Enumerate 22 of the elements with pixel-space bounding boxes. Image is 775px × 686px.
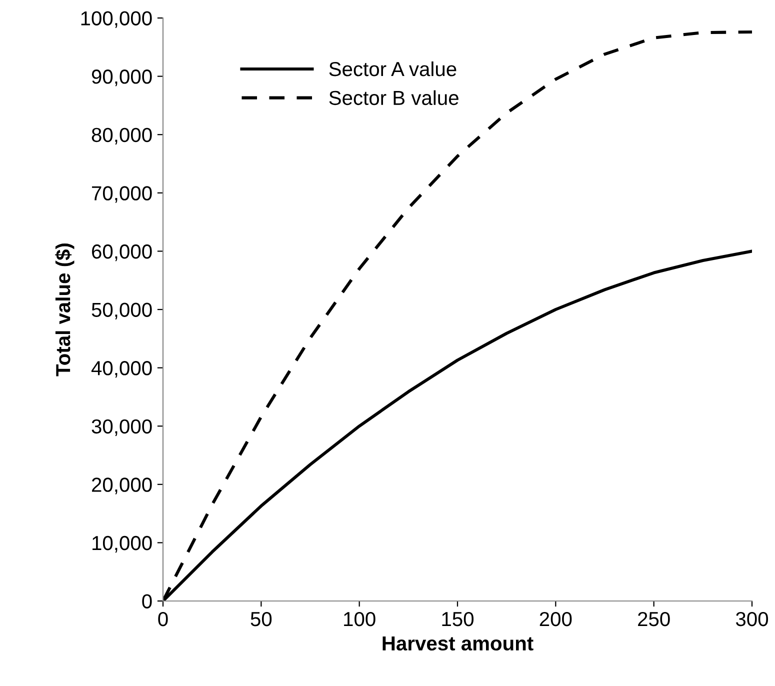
y-tick-label: 40,000 <box>91 361 152 378</box>
x-tick-label: 300 <box>736 612 768 626</box>
x-tick-label: 200 <box>540 612 572 626</box>
x-tick-label: 250 <box>638 612 670 626</box>
y-tick-label: 20,000 <box>92 478 152 494</box>
x-tick-label: 100 <box>344 612 376 626</box>
y-tick-label: 70,000 <box>92 186 152 203</box>
y-tick-label: 0 <box>142 594 152 608</box>
y-tick-label: 100,000 <box>81 11 152 28</box>
legend-label: Sector B value <box>329 90 458 106</box>
y-tick-label: 60,000 <box>92 244 152 262</box>
y-tick-label: 50,000 <box>92 302 152 320</box>
y-tick-label: 90,000 <box>92 70 152 86</box>
y-axis-title: Total value ($) <box>55 244 74 376</box>
legend-label: Sector A value <box>329 61 456 76</box>
x-tick-label: 150 <box>442 612 474 626</box>
y-tick-label: 10,000 <box>92 536 152 553</box>
x-axis-title: Harvest amount <box>382 636 534 651</box>
x-tick-label: 50 <box>250 612 272 626</box>
y-tick-label: 30,000 <box>92 419 152 436</box>
x-tick-label: 0 <box>158 612 168 626</box>
y-tick-label: 80,000 <box>92 128 152 144</box>
